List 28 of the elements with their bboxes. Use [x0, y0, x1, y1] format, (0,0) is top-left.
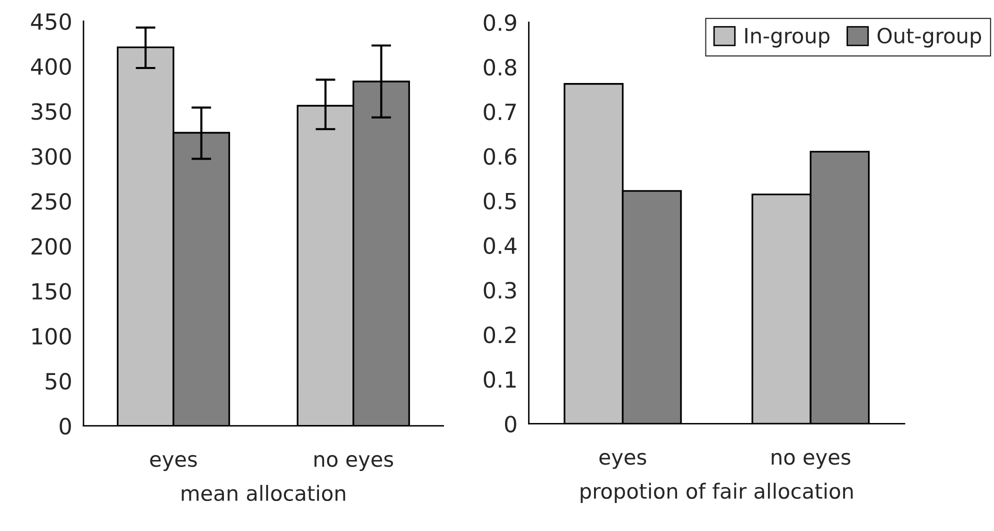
- x-axis-title: mean allocation: [182, 484, 346, 502]
- y-tick-label: 350: [32, 103, 71, 120]
- y-tick-label: 0.7: [484, 103, 516, 120]
- y-tick-label: 0.3: [484, 282, 516, 299]
- y-tick-label: 300: [32, 148, 71, 165]
- y-tick-label: 450: [31, 13, 71, 30]
- y-tick-label: 0.4: [484, 237, 516, 254]
- y-tick-label: 400: [31, 58, 71, 75]
- y-tick-label: 0.5: [484, 192, 516, 210]
- y-tick-label: 0.8: [484, 58, 516, 76]
- x-tick-label: no eyes: [772, 452, 850, 469]
- y-tick-label: 200: [32, 238, 71, 255]
- y-tick-label: 150: [32, 282, 71, 300]
- x-axis-title: propotion of fair allocation: [580, 482, 853, 503]
- x-tick-label: no eyes: [314, 455, 394, 472]
- x-tick-label: eyes: [599, 452, 646, 469]
- y-tick-label: 0: [505, 416, 516, 432]
- y-tick-label: 0.9: [484, 14, 516, 32]
- legend-label: In-group: [745, 28, 830, 48]
- x-tick-label: eyes: [150, 455, 197, 472]
- y-tick-label: 0.6: [484, 148, 516, 165]
- y-tick-label: 250: [32, 193, 71, 210]
- y-tick-label: 0.1: [484, 371, 516, 388]
- y-tick-label: 0.2: [484, 326, 516, 344]
- y-tick-label: 0: [60, 418, 71, 435]
- legend-label: Out-group: [878, 28, 982, 48]
- y-tick-label: 100: [32, 328, 71, 345]
- y-tick-label: 50: [46, 372, 71, 390]
